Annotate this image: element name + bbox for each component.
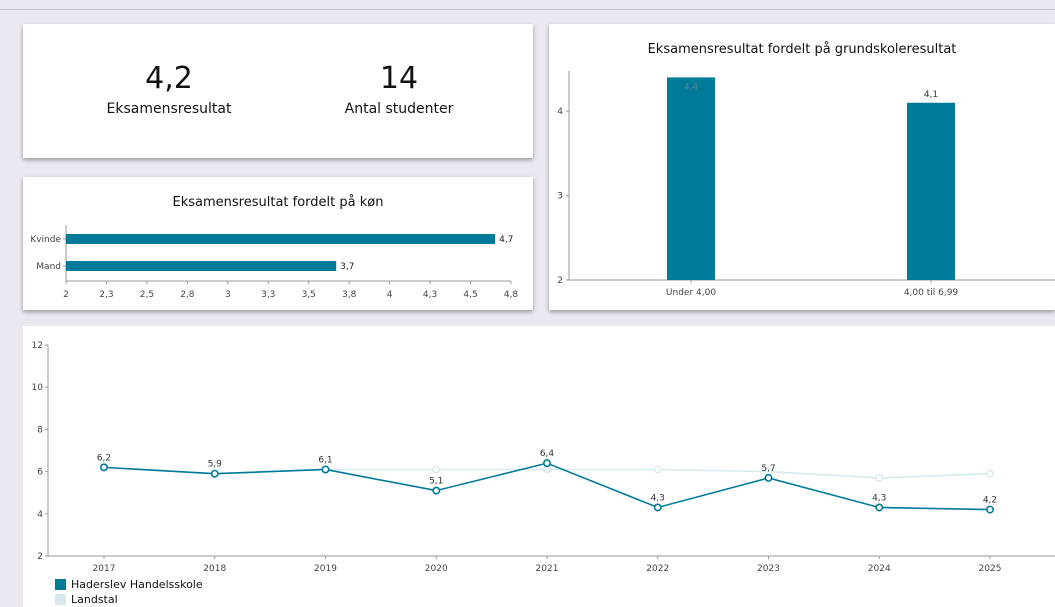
data-label: 5,1 (429, 477, 443, 487)
x-tick-label: 2,5 (140, 290, 154, 300)
point-haderslev (542, 459, 551, 468)
top-bar (0, 0, 1055, 10)
point-landstal (653, 465, 662, 474)
gender-chart-title: Eksamensresultat fordelt på køn (172, 195, 384, 210)
kpi-exam-result-value: 4,2 (145, 61, 193, 96)
data-label: 6,4 (540, 449, 555, 459)
legend-item-landstal[interactable]: Landstal (55, 592, 203, 607)
bar-4-to-6-99 (907, 102, 955, 280)
gender-chart-card: Eksamensresultat fordelt på køn Kvinde 4,… (23, 177, 533, 310)
gender-bar-chart: Kvinde 4,7 Mand 3,7 2 2,3 2,5 2,8 3 3,3 3,5 3,8 4 4,3… (30, 225, 519, 300)
x-tick-label: 3 (225, 290, 231, 300)
x-tick-label: 2021 (536, 564, 559, 574)
y-tick-label: 6 (37, 468, 43, 478)
legend-swatch-landstal (55, 594, 66, 605)
bar-under-4 (667, 77, 715, 280)
x-tick-label: 3,5 (302, 290, 316, 300)
y-tick-label: 8 (37, 425, 43, 435)
grundskole-chart-card: Eksamensresultat fordelt på grundskolere… (549, 24, 1055, 310)
category-label: Kvinde (30, 235, 61, 245)
y-tick-label: 2 (557, 276, 563, 286)
point-haderslev (875, 503, 884, 512)
point-landstal (875, 474, 884, 482)
y-tick-label: 3 (557, 192, 563, 202)
y-tick-label: 4 (557, 107, 563, 117)
x-tick-label: 4,8 (504, 290, 519, 300)
data-label: 4,7 (499, 235, 513, 245)
x-tick-label: 4,3 (423, 290, 437, 300)
x-tick-label: 2,8 (180, 290, 195, 300)
category-label: 4,00 til 6,99 (904, 288, 959, 298)
legend-label-landstal: Landstal (71, 593, 118, 606)
bar-kvinde (66, 234, 496, 244)
y-tick-label: 2 (37, 552, 43, 562)
x-tick-label: 3,8 (342, 290, 357, 300)
point-haderslev (321, 465, 330, 474)
data-label: 5,9 (208, 460, 223, 470)
kpi-exam-result: 4,2 Eksamensresultat (69, 61, 269, 117)
data-label: 4,3 (872, 493, 886, 503)
data-label: 3,7 (340, 262, 354, 272)
x-tick-label: 2025 (979, 564, 1002, 574)
point-landstal (432, 465, 441, 474)
data-label: 4,4 (684, 82, 699, 92)
bar-mand (66, 261, 337, 271)
x-tick-label: 2024 (868, 564, 891, 574)
data-label: 5,7 (761, 464, 775, 474)
x-tick-label: 2019 (314, 564, 337, 574)
kpi-student-count-label: Antal studenter (344, 101, 454, 117)
y-tick-label: 10 (32, 383, 44, 393)
data-label: 6,2 (97, 453, 111, 463)
kpi-student-count: 14 Antal studenter (299, 61, 499, 117)
data-label: 4,3 (651, 493, 665, 503)
point-haderslev (432, 486, 441, 495)
legend-item-haderslev[interactable]: Haderslev Handelsskole (55, 577, 203, 592)
point-landstal (543, 465, 551, 474)
point-haderslev (764, 473, 773, 482)
point-landstal (986, 469, 994, 478)
kpi-student-count-value: 14 (379, 61, 419, 96)
x-tick-label: 4,5 (463, 290, 477, 300)
grundskole-bar-chart: 2 3 4 4,4 Under 4,00 4,1 4,00 til 6,99 (557, 71, 1055, 298)
x-tick-label: 2022 (646, 564, 669, 574)
legend-swatch-haderslev (55, 579, 66, 590)
x-tick-label: 2 (63, 290, 69, 300)
kpi-exam-result-label: Eksamensresultat (106, 101, 232, 117)
category-label: Under 4,00 (666, 288, 716, 298)
x-tick-label: 2,3 (99, 290, 113, 300)
x-tick-label: 4 (387, 290, 393, 300)
data-label: 4,2 (983, 496, 997, 506)
data-label: 6,1 (318, 455, 332, 465)
legend-label-haderslev: Haderslev Handelsskole (71, 578, 203, 591)
x-tick-label: 2023 (757, 564, 780, 574)
y-tick-label: 12 (32, 341, 43, 351)
trend-chart-card: 2 4 6 8 10 12 2017 2018 2019 2020 2021 2022 2023 2024… (23, 326, 1055, 607)
data-label: 4,1 (924, 90, 938, 100)
x-tick-label: 3,3 (261, 290, 275, 300)
y-tick-label: 4 (37, 510, 43, 520)
x-tick-label: 2017 (93, 564, 116, 574)
kpi-card: 4,2 Eksamensresultat 14 Antal studenter (23, 24, 533, 158)
point-haderslev (210, 469, 219, 478)
trend-legend: Haderslev Handelsskole Landstal (55, 577, 203, 607)
grundskole-chart-title: Eksamensresultat fordelt på grundskolere… (647, 42, 957, 57)
point-haderslev (653, 503, 662, 512)
trend-line-chart: 2 4 6 8 10 12 2017 2018 2019 2020 2021 2022 2023 2024… (32, 341, 1055, 574)
x-tick-label: 2020 (425, 564, 448, 574)
category-label: Mand (36, 262, 61, 272)
point-haderslev (985, 505, 994, 514)
point-haderslev (100, 463, 109, 472)
x-tick-label: 2018 (203, 564, 226, 574)
